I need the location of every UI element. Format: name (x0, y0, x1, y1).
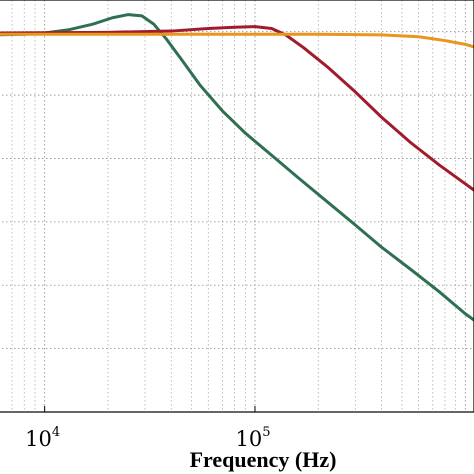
plot-frame (0, 0, 474, 413)
x-axis-title: Frequency (Hz) (190, 447, 337, 472)
x-tick-label: 104 (25, 425, 60, 451)
series-group (0, 13, 474, 322)
x-tick-label: 105 (235, 425, 270, 451)
series-line-2 (0, 25, 474, 192)
grid (0, 0, 474, 413)
x-tick-labels: 104 105 (25, 406, 270, 451)
series-line-1 (0, 13, 474, 322)
series-line-3 (0, 32, 474, 49)
